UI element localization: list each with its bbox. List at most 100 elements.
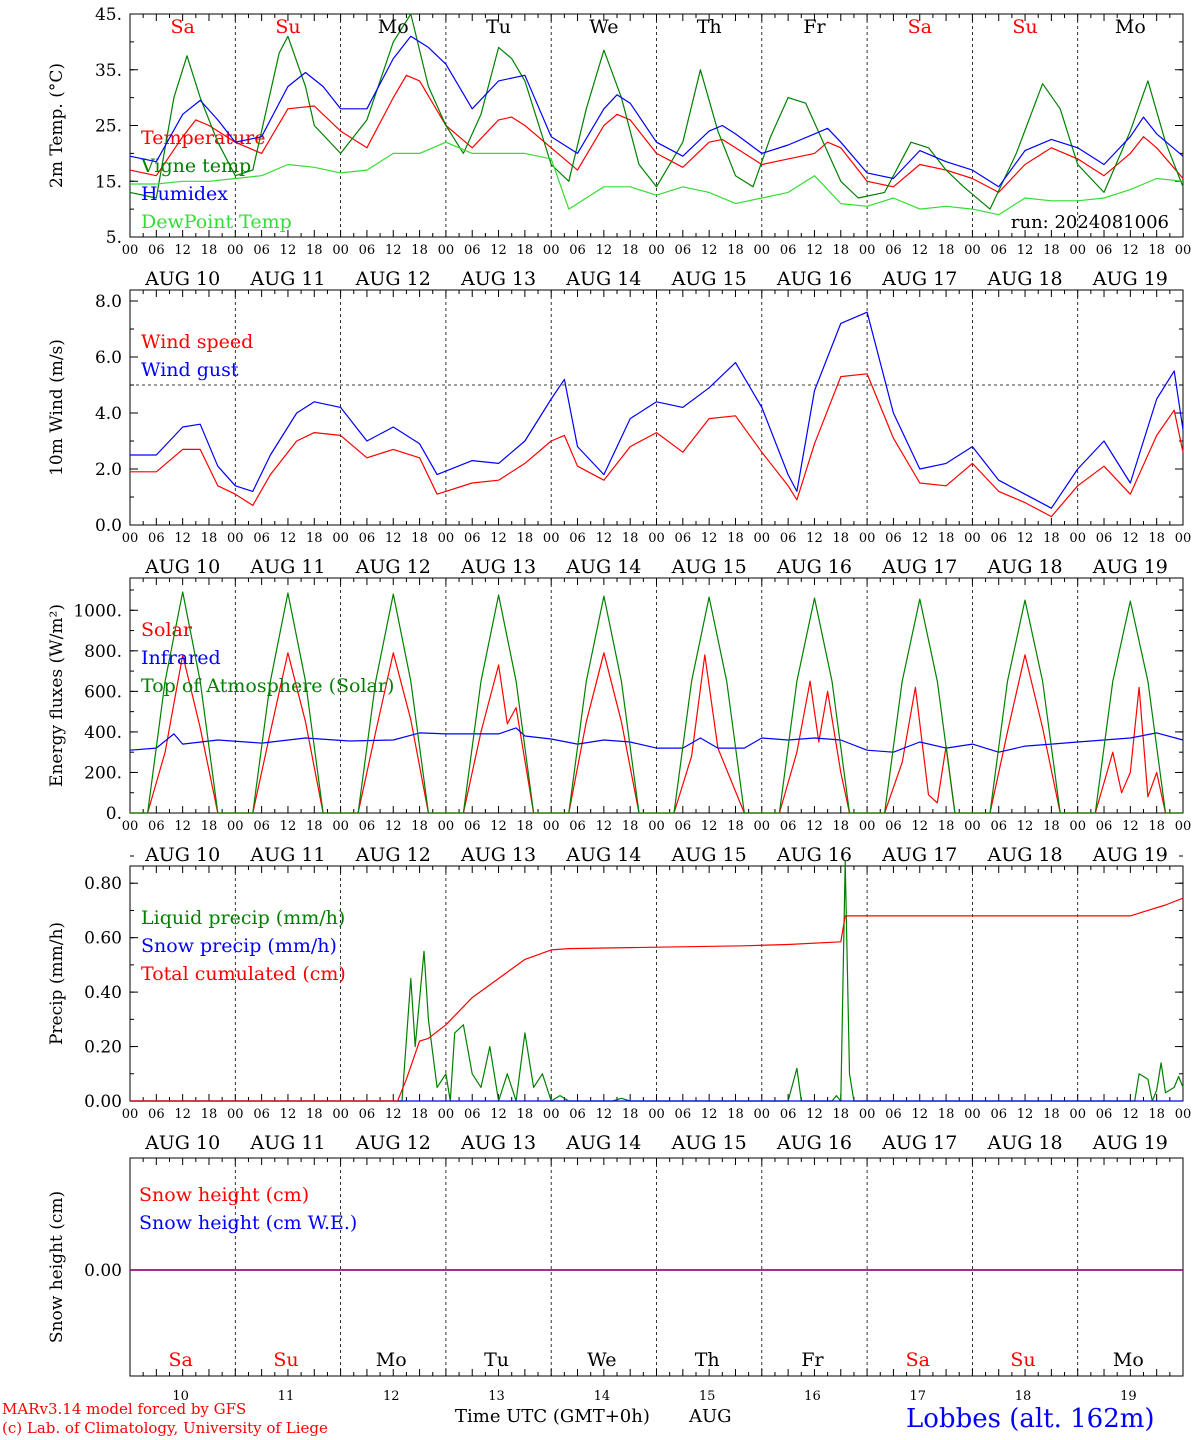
hour-tick-label: 00: [438, 819, 455, 834]
hour-tick-label: 18: [727, 531, 744, 546]
hour-tick-label: 12: [596, 531, 613, 546]
y-tick-label: 0.60: [84, 929, 122, 949]
hour-tick-label: 12: [174, 243, 191, 258]
hour-tick-label: 06: [464, 531, 481, 546]
hour-tick-label: 06: [990, 1107, 1007, 1122]
legend-entry: Vigne temp: [140, 155, 251, 177]
hour-tick-label: 00: [332, 531, 349, 546]
series-vigne-temp: [129, 13, 1184, 210]
day-label: AUG 19: [1092, 268, 1168, 290]
hour-tick-label: 18: [306, 531, 323, 546]
hour-tick-label: 18: [1043, 1107, 1060, 1122]
weekday-label: Mo: [378, 16, 409, 38]
hour-tick-label: 06: [359, 531, 376, 546]
series-total-cumulated-cm-: [130, 897, 1184, 1102]
y-tick-label: 400.: [84, 723, 122, 743]
hour-tick-label: 00: [859, 1107, 876, 1122]
hour-tick-label: 18: [1148, 531, 1165, 546]
hour-tick-label: 00: [1069, 531, 1086, 546]
hour-tick-label: 00: [543, 819, 560, 834]
hour-tick-label: 12: [490, 819, 507, 834]
day-label: AUG 12: [355, 556, 431, 578]
day-label: AUG 10: [144, 1132, 220, 1154]
hour-tick-label: 12: [490, 531, 507, 546]
y-tick-label: 2.0: [95, 460, 122, 480]
legend-entry: Total cumulated (cm): [141, 963, 346, 985]
day-number-label: 19: [1120, 1389, 1137, 1404]
day-label: AUG 19: [1092, 1132, 1168, 1154]
weekday-label: Sa: [170, 16, 194, 38]
day-label: AUG 15: [671, 268, 747, 290]
day-label: AUG 13: [460, 556, 536, 578]
run-annotation: run: 2024081006: [1011, 212, 1169, 233]
hour-tick-label: 00: [438, 1107, 455, 1122]
legend-entry: Liquid precip (mm/h): [141, 907, 345, 929]
hour-tick-label: 00: [122, 819, 139, 834]
y-tick-label: 8.0: [95, 292, 122, 312]
hour-tick-label: 06: [253, 531, 270, 546]
hour-tick-label: 18: [201, 1107, 218, 1122]
hour-tick-label: 12: [280, 243, 297, 258]
hour-tick-label: 00: [1069, 1107, 1086, 1122]
hour-tick-label: 12: [911, 819, 928, 834]
panel-frame: [129, 13, 1184, 238]
hour-tick-label: 06: [253, 243, 270, 258]
day-label: AUG 13: [460, 1132, 536, 1154]
hour-tick-label: 06: [1096, 243, 1113, 258]
day-label: AUG 11: [249, 268, 325, 290]
hour-tick-label: 00: [754, 531, 771, 546]
hour-tick-label: 06: [253, 819, 270, 834]
hour-tick-label: 18: [1043, 819, 1060, 834]
hour-tick-label: 12: [806, 531, 823, 546]
hour-tick-label: 18: [411, 1107, 428, 1122]
day-label: AUG 10: [144, 844, 220, 866]
y-axis-label: 10m Wind (m/s): [47, 339, 67, 476]
hour-tick-label: 00: [964, 1107, 981, 1122]
hour-tick-label: 06: [253, 1107, 270, 1122]
hour-tick-label: 00: [754, 819, 771, 834]
day-number-label: 10: [172, 1389, 189, 1404]
hour-tick-label: 00: [964, 819, 981, 834]
hour-tick-label: 18: [622, 819, 639, 834]
hour-tick-label: 00: [543, 531, 560, 546]
hour-tick-label: 18: [1043, 243, 1060, 258]
legend-entry: Wind speed: [141, 331, 253, 353]
day-number-label: 12: [383, 1389, 400, 1404]
weekday-label: Th: [695, 1349, 720, 1371]
legend-entry: Temperature: [141, 127, 265, 149]
day-number-label: 18: [1015, 1389, 1032, 1404]
hour-tick-label: 12: [385, 1107, 402, 1122]
hour-tick-label: 00: [122, 1107, 139, 1122]
hour-tick-label: 06: [675, 1107, 692, 1122]
hour-tick-label: 00: [1175, 243, 1192, 258]
hour-tick-label: 00: [648, 819, 665, 834]
hour-tick-label: 06: [780, 1107, 797, 1122]
day-label: AUG 17: [881, 844, 957, 866]
hour-tick-label: 00: [332, 243, 349, 258]
day-label: AUG 13: [460, 844, 536, 866]
hour-tick-label: 12: [1017, 243, 1034, 258]
day-label: AUG 17: [881, 1132, 957, 1154]
hour-tick-label: 06: [1096, 819, 1113, 834]
hour-tick-label: 12: [911, 531, 928, 546]
hour-tick-label: 06: [464, 243, 481, 258]
day-number-label: 16: [804, 1389, 821, 1404]
hour-tick-label: 06: [464, 1107, 481, 1122]
hour-tick-label: 18: [201, 531, 218, 546]
hour-tick-label: 00: [964, 243, 981, 258]
legend-entry: Top of Atmosphere (Solar): [141, 675, 394, 697]
day-label: AUG 12: [355, 1132, 431, 1154]
hour-tick-label: 12: [490, 1107, 507, 1122]
weekday-row-bottom: Sa Su Mo Tu We Th Fr Sa Su Mo: [168, 1349, 1143, 1371]
hour-tick-label: 18: [622, 531, 639, 546]
hour-tick-label: 12: [596, 1107, 613, 1122]
day-number-label: 14: [594, 1389, 611, 1404]
y-axis-label: 2m Temp. (°C): [47, 63, 67, 188]
hour-tick-label: 12: [701, 819, 718, 834]
hour-tick-label: 18: [306, 1107, 323, 1122]
series-wind-gust: [130, 311, 1184, 509]
weekday-label: Fr: [803, 16, 826, 38]
hour-tick-label: 00: [754, 243, 771, 258]
weekday-label: Su: [1010, 1349, 1035, 1371]
hour-tick-label: 18: [727, 243, 744, 258]
